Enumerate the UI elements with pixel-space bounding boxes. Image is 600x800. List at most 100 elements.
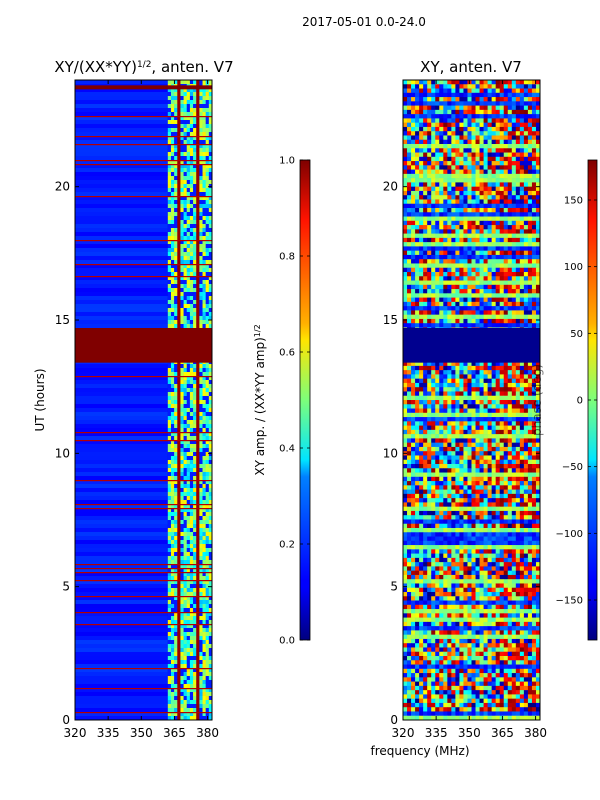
heatmap-cell	[75, 472, 168, 477]
heatmap-cell	[199, 408, 203, 413]
heatmap-cell	[170, 196, 175, 201]
heatmap-cell	[411, 293, 416, 298]
heatmap-cell	[202, 600, 206, 605]
heatmap-cell	[475, 80, 480, 85]
heatmap-cell	[515, 242, 521, 247]
heatmap-cell	[495, 182, 501, 187]
heatmap-cell	[170, 140, 175, 145]
heatmap-cell	[208, 144, 212, 149]
heatmap-cell	[183, 92, 188, 97]
heatmap-cell	[403, 250, 408, 256]
heatmap-cell	[511, 259, 517, 264]
heatmap-cell	[459, 161, 464, 166]
heatmap-cell	[202, 308, 206, 313]
heatmap-cell	[423, 109, 428, 115]
heatmap-cell	[196, 224, 200, 229]
heatmap-cell	[503, 365, 509, 371]
heatmap-cell	[177, 696, 181, 701]
heatmap-cell	[483, 276, 488, 281]
heatmap-cell	[491, 208, 496, 213]
heatmap-cell	[193, 296, 197, 301]
heatmap-cell	[511, 101, 517, 106]
heatmap-cell	[443, 203, 448, 209]
heatmap-cell	[475, 135, 480, 141]
heatmap-cell	[174, 484, 178, 489]
heatmap-cell	[205, 100, 210, 105]
heatmap-cell	[167, 384, 172, 389]
heatmap-cell	[180, 300, 184, 305]
heatmap-cell	[471, 387, 476, 392]
heatmap-cell	[423, 306, 428, 311]
heatmap-cell	[527, 378, 533, 384]
heatmap-cell	[451, 310, 456, 315]
heatmap-cell	[189, 108, 194, 113]
heatmap-cell	[463, 293, 468, 298]
heatmap-cell	[479, 242, 484, 247]
heatmap-cell	[174, 220, 178, 225]
heatmap-cell	[519, 293, 525, 298]
heatmap-cell	[189, 240, 194, 245]
heatmap-cell	[202, 616, 206, 621]
heatmap-cell	[208, 568, 212, 573]
heatmap-cell	[459, 387, 464, 392]
heatmap-cell	[523, 178, 529, 183]
heatmap-cell	[523, 212, 529, 217]
heatmap-cell	[479, 318, 484, 324]
heatmap-cell	[431, 80, 436, 85]
colorbar-amplitude-label-main: XY amp. / (XX*YY amp)	[253, 337, 267, 475]
heatmap-cell	[199, 508, 203, 513]
heatmap-cell	[174, 200, 178, 205]
heatmap-cell	[459, 314, 464, 320]
heatmap-cell	[439, 318, 444, 324]
heatmap-cell	[503, 387, 509, 392]
heatmap-cell	[523, 195, 529, 200]
heatmap-cell	[511, 178, 517, 183]
heatmap-cell	[407, 361, 412, 367]
heatmap-cell	[183, 676, 188, 681]
heatmap-cell	[177, 660, 181, 665]
heatmap-cell	[419, 216, 424, 222]
heatmap-cell	[439, 314, 444, 320]
heatmap-cell	[167, 656, 172, 661]
heatmap-cell	[499, 378, 505, 384]
heatmap-cell	[503, 131, 509, 136]
heatmap-cell	[427, 229, 432, 234]
heatmap-cell	[507, 169, 513, 175]
heatmap-cell	[467, 88, 472, 94]
heatmap-cell	[199, 556, 203, 561]
heatmap-cell	[193, 472, 197, 477]
heatmap-cell	[208, 448, 212, 453]
heatmap-cell	[431, 297, 436, 303]
heatmap-cell	[479, 293, 484, 298]
heatmap-cell	[459, 199, 464, 205]
heatmap-cell	[495, 109, 501, 115]
heatmap-cell	[170, 276, 175, 281]
heatmap-cell	[167, 528, 172, 533]
heatmap-cell	[193, 628, 197, 633]
heatmap-cell	[189, 496, 194, 501]
heatmap-cell	[435, 80, 440, 85]
heatmap-cell	[455, 169, 460, 175]
heatmap-cell	[427, 101, 432, 106]
heatmap-cell	[483, 80, 488, 85]
heatmap-cell	[463, 242, 468, 247]
heatmap-cell	[167, 492, 172, 497]
heatmap-cell	[183, 692, 188, 697]
heatmap-cell	[419, 144, 424, 149]
heatmap-cell	[196, 428, 200, 433]
heatmap-cell	[180, 252, 184, 257]
heatmap-cell	[447, 229, 452, 234]
heatmap-cell	[499, 323, 505, 328]
heatmap-cell	[193, 112, 197, 117]
heatmap-cell	[183, 484, 188, 489]
heatmap-cell	[174, 424, 178, 429]
heatmap-cell	[471, 254, 476, 260]
heatmap-cell	[435, 233, 440, 239]
heatmap-cell	[515, 212, 521, 217]
heatmap-cell	[447, 361, 452, 367]
x-tick-label: 320	[64, 726, 87, 740]
heatmap-cell	[167, 192, 172, 197]
heatmap-cell	[527, 139, 533, 145]
heatmap-cell	[443, 254, 448, 260]
heatmap-cell	[183, 556, 188, 561]
